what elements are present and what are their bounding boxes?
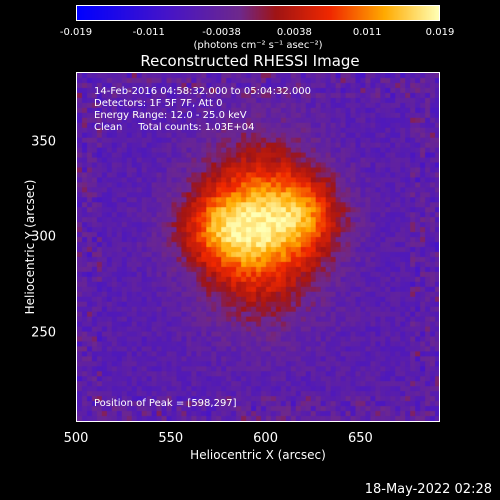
colorbar-tick-label: -0.019 [59, 27, 93, 38]
colorbar-tick-label: 0.019 [425, 27, 455, 38]
colorbar [76, 5, 440, 21]
x-tick-label: 500 [63, 431, 89, 446]
timestamp-label: 18-May-2022 02:28 [364, 482, 492, 497]
y-tick-label: 350 [31, 134, 56, 150]
chart-title: Reconstructed RHESSI Image [140, 52, 360, 70]
detectors-label: Detectors: 1F 5F 7F, Att 0 [94, 98, 223, 109]
energy-range-label: Energy Range: 12.0 - 25.0 keV [94, 110, 247, 121]
x-tick-label: 550 [158, 431, 184, 446]
y-tick-label: 250 [31, 325, 56, 341]
y-tick-label: 300 [31, 229, 56, 245]
x-axis-label: Heliocentric X (arcsec) [190, 448, 326, 462]
plot-area [76, 72, 440, 422]
x-tick-label: 650 [347, 431, 373, 446]
heatmap-image [77, 73, 439, 421]
peak-position-label: Position of Peak = [598,297] [94, 398, 237, 409]
colorbar-tick-label: 0.0038 [276, 27, 312, 38]
colorbar-tick-label: -0.011 [132, 27, 165, 38]
colorbar-tick-label: -0.0038 [202, 27, 241, 38]
time-range-label: 14-Feb-2016 04:58:32.000 to 05:04:32.000 [94, 86, 312, 97]
clean-counts-label: Clean Total counts: 1.03E+04 [94, 122, 255, 133]
y-axis-label: Heliocentric Y (arcsec) [23, 179, 37, 315]
x-tick-label: 600 [253, 431, 278, 446]
colorbar-tick-label: 0.011 [352, 27, 382, 38]
colorbar-units: (photons cm⁻² s⁻¹ asec⁻²) [193, 40, 323, 51]
